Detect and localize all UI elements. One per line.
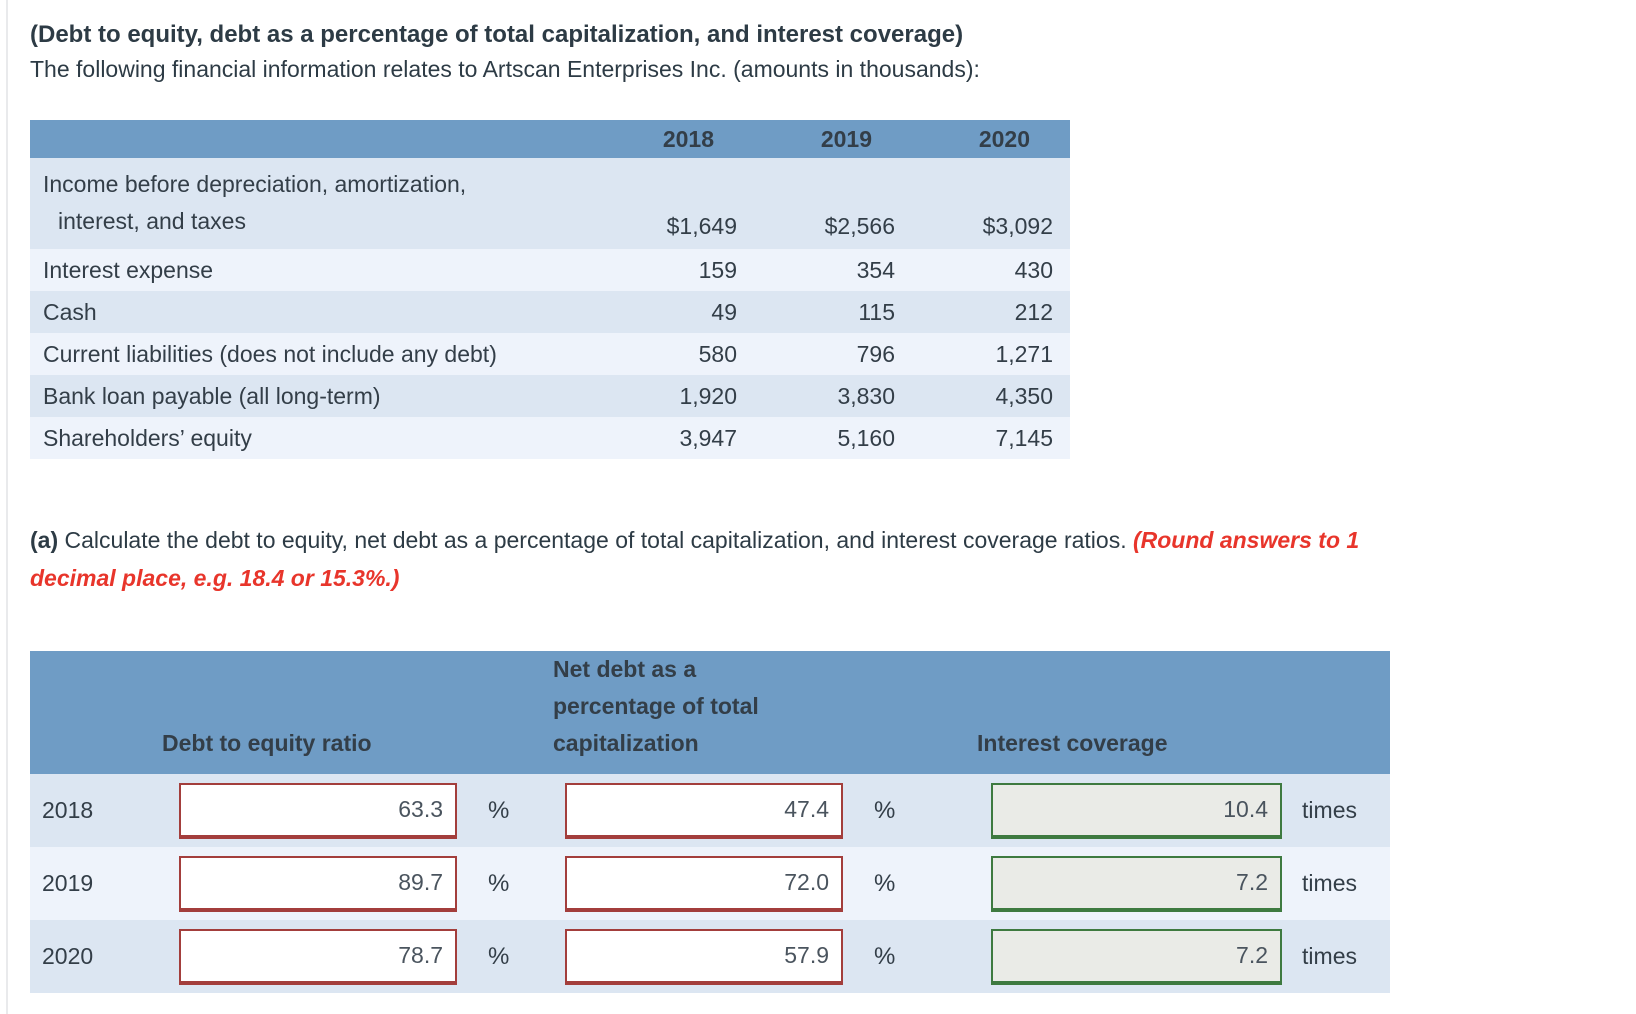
value-cell: 1,271 xyxy=(995,340,1053,367)
header-net-debt-line3: capitalization xyxy=(553,730,699,756)
value-cell: 796 xyxy=(856,340,895,367)
percent-sign: % xyxy=(488,869,510,897)
row-label: Shareholders’ equity xyxy=(43,424,252,451)
rounding-note-line1: (Round answers to 1 xyxy=(1132,527,1360,553)
answer-table: Debt to equity ratio Net debt as a perce… xyxy=(30,651,1391,993)
answer-table-header-row: Debt to equity ratio Net debt as a perce… xyxy=(30,651,1391,774)
year-header-2020: 2020 xyxy=(912,120,1070,158)
value-cell: 115 xyxy=(858,298,895,325)
rounding-note-line2: decimal place, e.g. 18.4 or 15.3%.) xyxy=(30,565,400,591)
year-label-2019: 2019 xyxy=(42,870,94,896)
net-debt-pct-input-2019[interactable] xyxy=(565,855,844,912)
value-cell: 430 xyxy=(1014,256,1053,283)
interest-coverage-input-2019[interactable] xyxy=(991,855,1283,912)
answer-row-2019: 2019 % % times xyxy=(30,847,1391,920)
times-label: times xyxy=(1302,943,1357,969)
input-cell xyxy=(178,774,458,847)
part-a-text: Calculate the debt to equity, net debt a… xyxy=(64,527,1127,553)
percent-sign: % xyxy=(874,942,896,970)
empty-header-cell xyxy=(30,120,596,158)
row-label: Bank loan payable (all long-term) xyxy=(43,382,381,409)
header-net-debt-line1: Net debt as a xyxy=(553,656,697,682)
interest-coverage-input-2018[interactable] xyxy=(991,782,1283,839)
value-cell: 354 xyxy=(856,256,895,283)
row-label: Current liabilities (does not include an… xyxy=(43,340,497,367)
input-cell xyxy=(178,920,458,993)
row-label: Interest expense xyxy=(43,256,214,283)
debt-to-equity-input-2020[interactable] xyxy=(179,928,457,985)
answer-row-2018: 2018 % % times xyxy=(30,774,1391,847)
value-cell: 580 xyxy=(698,340,737,367)
input-cell xyxy=(990,920,1283,993)
exercise-page: (Debt to equity, debt as a percentage of… xyxy=(30,21,1610,993)
percent-sign: % xyxy=(488,796,510,824)
row-interest-expense: Interest expense 159 354 430 xyxy=(30,249,1070,291)
financial-table-header-row: 2018 2019 2020 xyxy=(30,120,1070,158)
content-left-edge xyxy=(6,0,8,1014)
value-cell: $3,092 xyxy=(982,213,1053,239)
exercise-intro: The following financial information rela… xyxy=(30,56,980,82)
value-cell: 212 xyxy=(1014,298,1053,325)
header-debt-to-equity: Debt to equity ratio xyxy=(30,651,458,774)
times-label: times xyxy=(1302,870,1357,896)
part-a-instructions: (a) Calculate the debt to equity, net de… xyxy=(30,521,1610,597)
interest-coverage-input-2020[interactable] xyxy=(991,928,1283,985)
exercise-title: (Debt to equity, debt as a percentage of… xyxy=(30,21,964,48)
row-income-before-ditda: Income before depreciation, amortization… xyxy=(30,158,1070,249)
net-debt-pct-input-2018[interactable] xyxy=(565,782,844,839)
header-net-debt-pct: Net debt as a percentage of total capita… xyxy=(458,651,845,774)
debt-to-equity-input-2018[interactable] xyxy=(179,782,457,839)
value-cell: 5,160 xyxy=(837,424,895,451)
empty-header-cell xyxy=(1283,651,1391,774)
value-cell: 4,350 xyxy=(995,382,1053,409)
year-header-2019: 2019 xyxy=(754,120,912,158)
input-cell xyxy=(564,920,844,993)
input-cell xyxy=(564,847,844,920)
value-cell: 49 xyxy=(711,298,737,325)
debt-to-equity-input-2019[interactable] xyxy=(179,855,457,912)
header-interest-coverage-label: Interest coverage xyxy=(977,730,1168,756)
answer-row-2020: 2020 % % times xyxy=(30,920,1391,993)
year-label-2020: 2020 xyxy=(42,943,94,969)
value-cell: 159 xyxy=(698,256,737,283)
row-current-liabilities: Current liabilities (does not include an… xyxy=(30,333,1070,375)
value-cell: 1,920 xyxy=(679,382,737,409)
percent-sign: % xyxy=(874,796,896,824)
input-cell xyxy=(990,847,1283,920)
row-bank-loan-payable: Bank loan payable (all long-term) 1,920 … xyxy=(30,375,1070,417)
header-interest-coverage: Interest coverage xyxy=(844,651,1284,774)
row-label: Income before depreciation, amortization… xyxy=(30,158,596,249)
value-cell: 7,145 xyxy=(995,424,1053,451)
row-shareholders-equity: Shareholders’ equity 3,947 5,160 7,145 xyxy=(30,417,1070,459)
value-cell: $1,649 xyxy=(666,213,737,239)
part-a-label: (a) xyxy=(30,527,59,553)
percent-sign: % xyxy=(874,869,896,897)
row-label: Cash xyxy=(43,298,97,325)
year-header-2018: 2018 xyxy=(596,120,754,158)
value-cell: $2,566 xyxy=(824,213,895,239)
financial-data-table: 2018 2019 2020 Income before depreciatio… xyxy=(30,120,1070,459)
header-debt-to-equity-label: Debt to equity ratio xyxy=(162,730,372,756)
net-debt-pct-input-2020[interactable] xyxy=(565,928,844,985)
year-label-2018: 2018 xyxy=(42,797,94,823)
input-cell xyxy=(178,847,458,920)
row-cash: Cash 49 115 212 xyxy=(30,291,1070,333)
percent-sign: % xyxy=(488,942,510,970)
value-cell: 3,830 xyxy=(837,382,895,409)
times-label: times xyxy=(1302,797,1357,823)
header-net-debt-line2: percentage of total xyxy=(553,693,759,719)
input-cell xyxy=(990,774,1283,847)
value-cell: 3,947 xyxy=(679,424,737,451)
input-cell xyxy=(564,774,844,847)
row-label-line2: interest, and taxes xyxy=(58,208,246,234)
row-label-line1: Income before depreciation, amortization… xyxy=(43,171,467,197)
